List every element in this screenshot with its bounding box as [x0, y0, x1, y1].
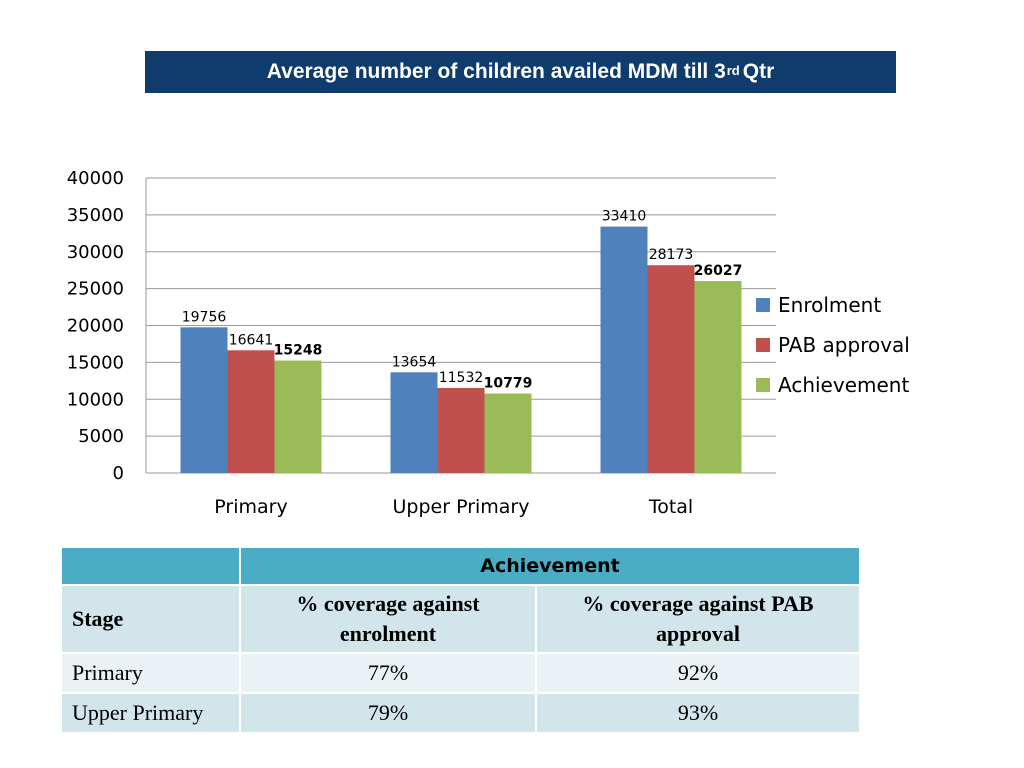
table-header-row: Achievement — [60, 546, 861, 586]
y-tick-label: 25000 — [67, 279, 124, 300]
data-label: 33410 — [602, 209, 647, 225]
row-coverage-pab: 92% — [535, 652, 861, 694]
table-row: Upper Primary 79% 93% — [60, 692, 861, 734]
data-label: 28173 — [649, 247, 694, 263]
bar-pab-approval — [437, 387, 485, 473]
table-row: Primary 77% 92% — [60, 652, 861, 694]
y-tick-label: 35000 — [67, 205, 124, 226]
data-label: 19756 — [182, 309, 227, 325]
table-subheader-row: Stage % coverage against enrolment % cov… — [60, 584, 861, 654]
bar-enrolment — [600, 226, 648, 473]
bar-enrolment — [390, 372, 438, 473]
data-label: 26027 — [694, 263, 743, 279]
row-coverage-enrolment: 77% — [239, 652, 537, 694]
achievement-table: Achievement Stage % coverage against enr… — [60, 546, 861, 734]
y-tick-label: 0 — [113, 463, 124, 484]
y-tick-label: 30000 — [67, 242, 124, 263]
title-superscript: rd — [726, 62, 740, 78]
legend-swatch — [756, 298, 770, 312]
data-label: 10779 — [484, 376, 533, 392]
bar-achievement — [274, 360, 322, 473]
category-label: Primary — [214, 496, 287, 518]
y-tick-label: 20000 — [67, 316, 124, 337]
legend-label: Enrolment — [778, 293, 881, 317]
row-stage: Upper Primary — [60, 692, 241, 734]
chart-title-banner: Average number of children availed MDM t… — [145, 51, 896, 93]
legend-label: PAB approval — [778, 333, 910, 357]
category-label: Total — [648, 496, 693, 518]
title-end-text: Qtr — [742, 60, 775, 83]
bar-pab-approval — [647, 265, 695, 473]
stage-header: Stage — [60, 584, 241, 654]
row-stage: Primary — [60, 652, 241, 694]
bar-achievement — [694, 281, 742, 473]
coverage-enrolment-header: % coverage against enrolment — [239, 584, 537, 654]
y-tick-label: 15000 — [67, 352, 124, 373]
category-label: Upper Primary — [393, 496, 530, 518]
y-tick-label: 5000 — [78, 426, 124, 447]
bar-chart: 0 5000 10000 15000 20000 25000 30000 35000 40000… — [67, 168, 910, 518]
row-coverage-enrolment: 79% — [239, 692, 537, 734]
empty-header-cell — [60, 546, 241, 586]
achievement-header: Achievement — [239, 546, 861, 586]
data-label: 11532 — [439, 370, 484, 386]
legend-swatch — [756, 378, 770, 392]
data-label: 15248 — [274, 343, 323, 359]
y-tick-label: 10000 — [67, 389, 124, 410]
bar-enrolment — [180, 327, 228, 473]
row-coverage-pab: 93% — [535, 692, 861, 734]
legend-label: Achievement — [778, 373, 909, 397]
legend-swatch — [756, 338, 770, 352]
bar-achievement — [484, 393, 532, 473]
bar-pab-approval — [227, 350, 275, 473]
y-tick-label: 40000 — [67, 168, 124, 189]
coverage-pab-header: % coverage against PAB approval — [535, 584, 861, 654]
data-label: 16641 — [229, 332, 274, 348]
data-label: 13654 — [392, 354, 437, 370]
title-main-text: Average number of children availed MDM t… — [266, 60, 726, 83]
